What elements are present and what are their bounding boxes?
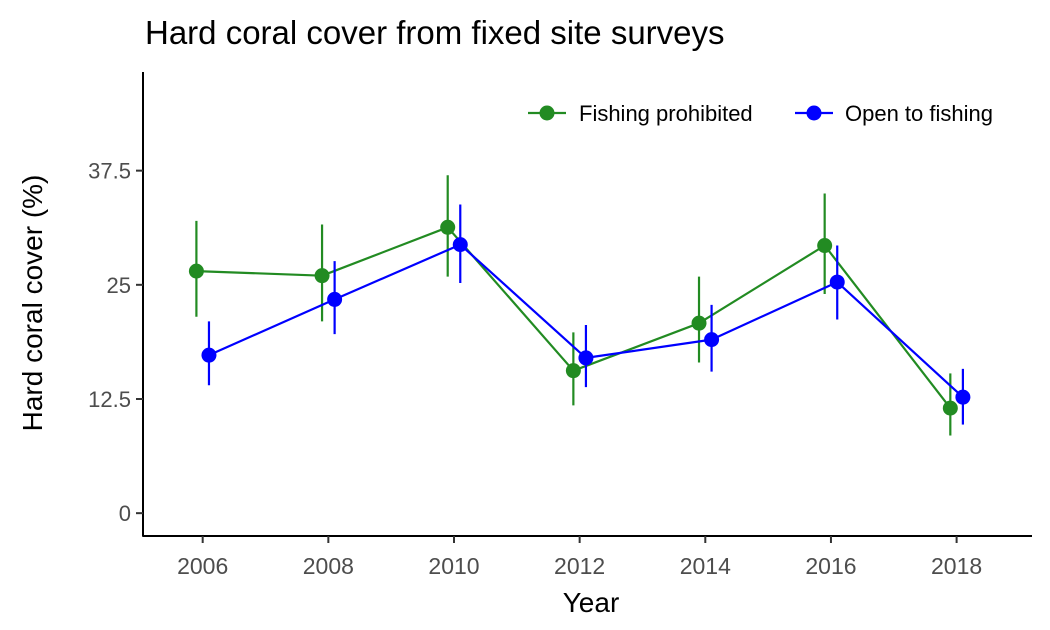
data-point [704,332,720,348]
data-point [327,291,343,307]
data-point [829,274,845,290]
data-point [314,268,330,284]
plot-area [188,175,971,436]
x-tick-label: 2014 [680,553,731,579]
data-point [942,400,958,416]
x-tick-label: 2008 [303,553,354,579]
data-point [188,263,204,279]
data-point [565,363,581,379]
legend-label: Open to fishing [845,101,993,126]
chart-title: Hard coral cover from fixed site surveys [145,14,725,51]
x-tick-label: 2010 [428,553,479,579]
y-tick-label: 25 [107,273,131,298]
legend-label: Fishing prohibited [579,101,753,126]
y-tick-label: 12.5 [88,387,131,412]
x-tick-label: 2016 [805,553,856,579]
legend-key-point [806,105,822,121]
data-point [201,347,217,363]
y-tick-label: 37.5 [88,159,131,184]
data-point [452,237,468,253]
legend-item: Open to fishing [795,101,993,126]
series-open-to-fishing [201,204,971,425]
legend-key-point [539,105,555,121]
data-point [955,389,971,405]
y-axis-title: Hard coral cover (%) [17,175,48,432]
x-axis-title: Year [563,587,620,618]
x-tick-label: 2018 [931,553,982,579]
y-tick-label: 0 [119,501,131,526]
series-fishing-prohibited [188,175,958,436]
x-tick-label: 2006 [177,553,228,579]
legend: Fishing prohibited Open to fishing [528,101,993,126]
data-point [578,350,594,366]
data-point [817,238,833,254]
x-tick-label: 2012 [554,553,605,579]
legend-item: Fishing prohibited [528,101,753,126]
data-point [691,315,707,331]
axes: 0 12.5 25 37.5 2006 2008 2010 2012 2014 2016 2018 [88,72,1032,579]
data-point [440,219,456,235]
